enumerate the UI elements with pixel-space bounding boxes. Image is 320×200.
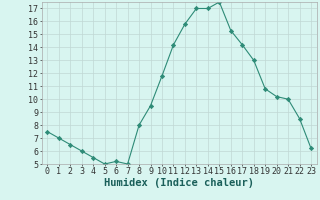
X-axis label: Humidex (Indice chaleur): Humidex (Indice chaleur) xyxy=(104,178,254,188)
